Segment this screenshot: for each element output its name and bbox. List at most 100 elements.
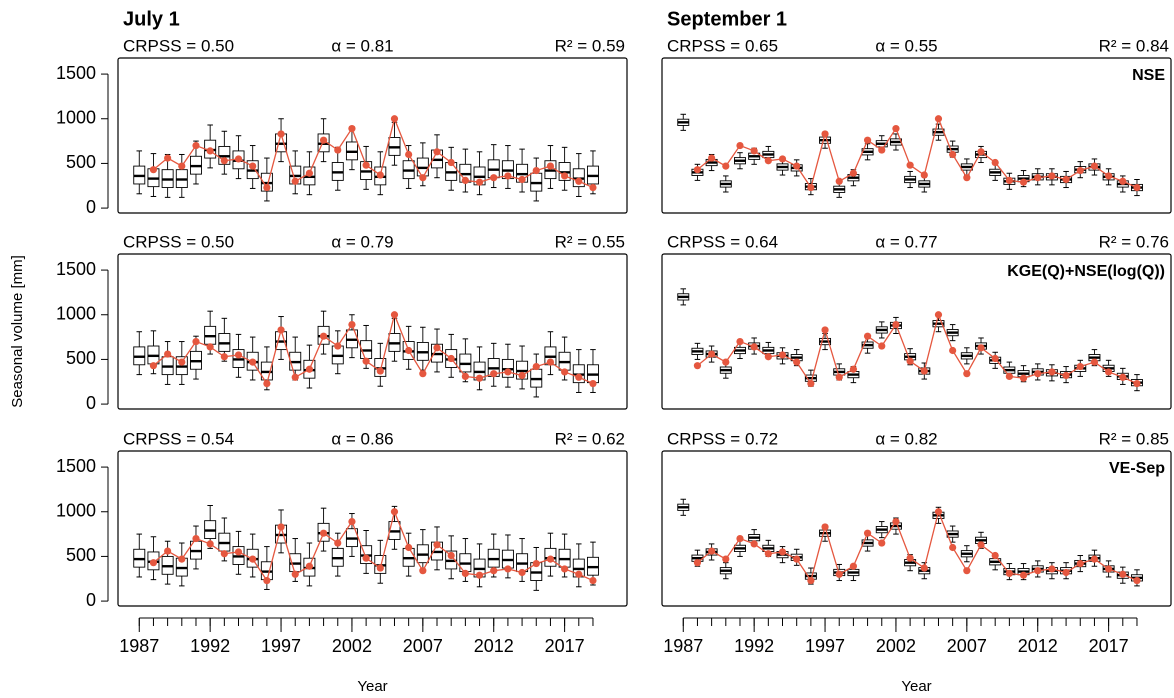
observed-point xyxy=(433,344,441,352)
observed-point xyxy=(863,529,872,537)
observed-point xyxy=(750,540,758,548)
observed-point xyxy=(807,183,815,192)
observed-point xyxy=(1105,368,1113,376)
observed-point xyxy=(1034,567,1042,575)
observed-point xyxy=(546,555,555,563)
observed-point xyxy=(1019,374,1028,382)
observed-point xyxy=(234,155,243,163)
observed-point xyxy=(1062,568,1070,577)
observed-point xyxy=(490,174,498,182)
y-tick-label: 1500 xyxy=(56,259,96,279)
observed-point xyxy=(405,150,413,159)
observed-point xyxy=(722,358,730,366)
observed-point xyxy=(934,115,943,123)
observed-point xyxy=(963,370,971,378)
observed-point xyxy=(149,166,158,174)
observed-point xyxy=(835,177,843,185)
observed-point xyxy=(220,157,228,165)
observed-point xyxy=(561,368,569,376)
observed-point xyxy=(561,565,569,573)
stat-label: CRPSS = 0.50 xyxy=(123,232,234,251)
x-axis-title: Year xyxy=(901,678,931,695)
observed-point xyxy=(419,174,427,182)
observed-point xyxy=(821,326,829,334)
observed-point xyxy=(750,343,758,351)
panel: KGE(Q)+NSE(log(Q)) CRPSS = 0.64 α = 0.77 R²… xyxy=(661,232,1172,410)
observed-point xyxy=(461,372,469,380)
observed-point xyxy=(1105,172,1113,180)
observed-point xyxy=(518,371,526,380)
x-tick-label: 2012 xyxy=(474,636,514,656)
observed-point xyxy=(192,534,200,543)
observed-point xyxy=(575,177,583,185)
observed-point xyxy=(390,311,399,319)
observed-point xyxy=(1133,576,1141,585)
observed-point xyxy=(149,559,158,567)
observed-point xyxy=(277,130,285,138)
x-tick-label: 1997 xyxy=(805,636,845,656)
y-tick-label: 0 xyxy=(86,393,96,413)
plot-frame xyxy=(117,253,628,410)
observed-point xyxy=(778,155,787,163)
observed-point xyxy=(906,161,914,169)
observed-point xyxy=(234,351,243,359)
observed-point xyxy=(192,141,200,150)
observed-point xyxy=(249,358,257,366)
observed-point xyxy=(778,351,787,359)
observed-point xyxy=(1048,368,1056,376)
observed-point xyxy=(419,567,427,575)
observed-point xyxy=(722,162,730,170)
y-tick-label: 0 xyxy=(86,590,96,610)
observed-point xyxy=(433,541,441,549)
observed-point xyxy=(920,171,928,179)
observed-point xyxy=(1048,565,1056,573)
observed-point xyxy=(1090,358,1099,366)
x-tick-label: 2002 xyxy=(876,636,916,656)
observed-point xyxy=(863,332,872,340)
y-tick-label: 0 xyxy=(86,197,96,217)
observed-point xyxy=(1119,177,1127,185)
observed-point xyxy=(849,562,858,570)
observed-point xyxy=(234,548,243,556)
observed-point xyxy=(461,569,469,577)
observed-point xyxy=(835,373,843,381)
observed-point xyxy=(220,550,228,558)
observed-point xyxy=(504,172,512,180)
observed-point xyxy=(835,570,843,578)
observed-point xyxy=(164,154,172,162)
observed-point xyxy=(906,357,914,365)
observed-point xyxy=(575,373,583,381)
stat-label: α = 0.77 xyxy=(875,232,937,251)
observed-point xyxy=(206,343,214,351)
observed-point xyxy=(220,353,228,361)
observed-point xyxy=(892,320,900,329)
observed-point xyxy=(878,342,886,350)
observed-point xyxy=(1019,178,1028,186)
panel: CRPSS = 0.50 α = 0.79 R² = 0.55 0 500 1000 150… xyxy=(9,232,628,413)
panel-title: September 1 xyxy=(667,8,787,30)
y-tick-label: 500 xyxy=(66,152,96,172)
observed-point xyxy=(376,367,384,375)
observed-point xyxy=(991,158,999,167)
observed-point xyxy=(1076,166,1084,175)
stat-label: α = 0.79 xyxy=(331,232,393,251)
x-tick-label: 1987 xyxy=(119,636,159,656)
stat-label: CRPSS = 0.72 xyxy=(667,429,778,448)
observed-point xyxy=(164,350,172,358)
observed-point xyxy=(807,576,815,585)
stat-label: CRPSS = 0.65 xyxy=(667,36,778,55)
observed-point xyxy=(906,554,914,562)
observed-point xyxy=(490,370,498,378)
observed-point xyxy=(736,141,744,150)
observed-point xyxy=(793,555,801,563)
observed-point xyxy=(736,337,744,346)
y-axis-title: Seasonal volume [mm] xyxy=(9,255,26,408)
method-label: VE-Sep xyxy=(1109,460,1165,477)
x-tick-label: 1992 xyxy=(190,636,230,656)
observed-point xyxy=(589,183,597,192)
observed-point xyxy=(934,311,943,319)
observed-point xyxy=(1005,372,1013,380)
observed-point xyxy=(693,362,702,370)
observed-point xyxy=(546,162,555,170)
observed-point xyxy=(263,379,271,388)
